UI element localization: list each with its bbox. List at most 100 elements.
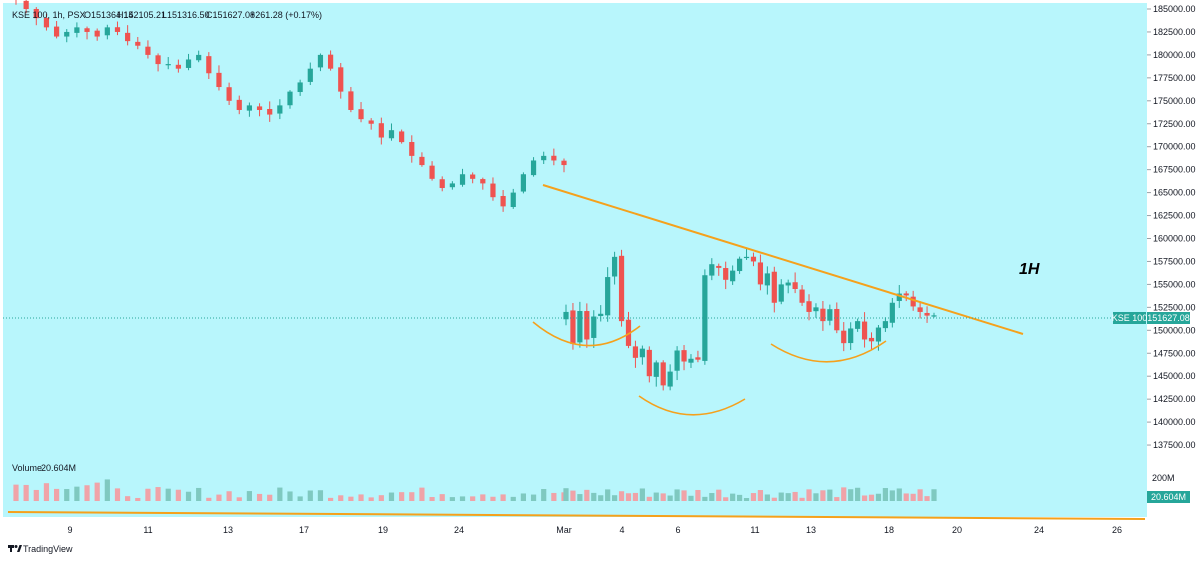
volume-bar [470,496,476,501]
candle-body [530,160,537,176]
candle-body [855,321,861,329]
candle-body [348,91,354,110]
volume-bar [307,490,313,501]
candle-body [618,255,625,322]
symbol-label[interactable]: KSE 100, 1h, PSX [12,10,86,20]
volume-bar [667,495,673,501]
candle-body [317,54,324,68]
candle-body [439,179,445,189]
last-price-badge-value: 151627.08 [1147,313,1190,323]
time-tick-label: 6 [675,525,680,535]
volume-bar [584,489,590,501]
price-tick-label: 150000.00 [1153,325,1196,335]
volume-bar [618,491,625,501]
volume-bar [799,497,805,501]
candle-body [470,174,476,179]
time-tick-label: 20 [952,525,962,535]
candle-body [459,174,466,185]
volume-bar [861,495,868,501]
time-tick-label: 24 [454,525,464,535]
volume-bar [449,497,455,501]
volume-bar [868,494,875,501]
volume-bar [896,488,902,501]
candles [15,0,937,391]
time-axis-ticks: 9 11 13 17 19 24 Mar 4 6 11 13 18 20 24 26 [67,525,1122,535]
volume-bar [33,489,39,501]
drawings [7,184,1146,520]
candle-body [33,8,39,19]
volume-bar [577,494,583,501]
volume-bar [500,494,506,501]
price-tick-label: 180000.00 [1153,50,1196,60]
candle-body [84,28,90,32]
candle-body [563,311,569,320]
candle-body [792,282,798,289]
volume-bar [338,495,344,501]
volume-bar [695,489,701,501]
candle-body [23,0,29,10]
volume-bar [924,496,930,501]
candle-body [104,27,110,36]
volume-bar [480,494,486,501]
plot-area[interactable] [3,3,1147,517]
volume-bar [530,494,537,501]
volume-bar [378,495,384,501]
price-tick-label: 147500.00 [1153,348,1196,358]
volume-bar [206,497,212,501]
volume-bar [185,491,192,501]
candle-body [500,196,506,207]
volume-bar [882,488,888,501]
volume-bar [399,492,405,501]
volume-bar [625,493,632,501]
volume-bar [74,486,80,501]
volume-bar [64,489,70,501]
candle-body [861,321,868,340]
volume-bar [490,496,496,501]
candle-body [625,319,632,346]
volume-bar [639,488,645,501]
tradingview-logo[interactable]: TradingView [8,544,73,554]
volume-bar [681,490,687,501]
price-axis-ticks: 185000.00 182500.00 180000.00 177500.00 1750… [1147,4,1196,450]
candle-body [743,256,750,259]
candle-body [660,362,666,386]
candle-body [827,309,833,321]
candle-body [688,358,694,363]
candle-body [114,27,121,32]
volume-bar [813,493,819,501]
volume-bar [439,494,445,501]
candle-body [841,330,847,344]
candle-body [639,348,645,358]
candle-body [236,99,242,110]
volume-bar [125,496,131,501]
volume-bar [145,488,151,501]
volume-bar [94,482,100,501]
volume-bar [226,491,232,501]
volume-axis-label: 200M [1152,473,1175,483]
time-tick-label: 18 [884,525,894,535]
price-tick-label: 172500.00 [1153,119,1196,129]
price-tick-label: 170000.00 [1153,142,1196,152]
timeframe-annotation: 1H [1019,261,1040,278]
price-tick-label: 177500.00 [1153,73,1196,83]
volume-bar [23,484,29,501]
candle-body [591,316,597,338]
last-price-badge: KSE 100 151627.08 [1112,312,1190,324]
price-axis[interactable] [1147,3,1199,517]
candle-body [480,179,486,184]
volume-bar [388,492,395,501]
candle-body [125,32,131,42]
volume-bar [135,497,141,501]
close-value: C151627.08 [206,10,255,20]
volume-bar [660,493,666,501]
time-tick-label: 13 [223,525,233,535]
candle-body [226,87,232,101]
descending-trendline [542,184,1024,335]
candle-body [723,268,729,280]
time-axis[interactable] [3,517,1147,539]
candle-body [730,270,736,282]
candle-body [185,59,192,68]
candle-body [750,256,757,262]
candle-body [551,155,557,161]
